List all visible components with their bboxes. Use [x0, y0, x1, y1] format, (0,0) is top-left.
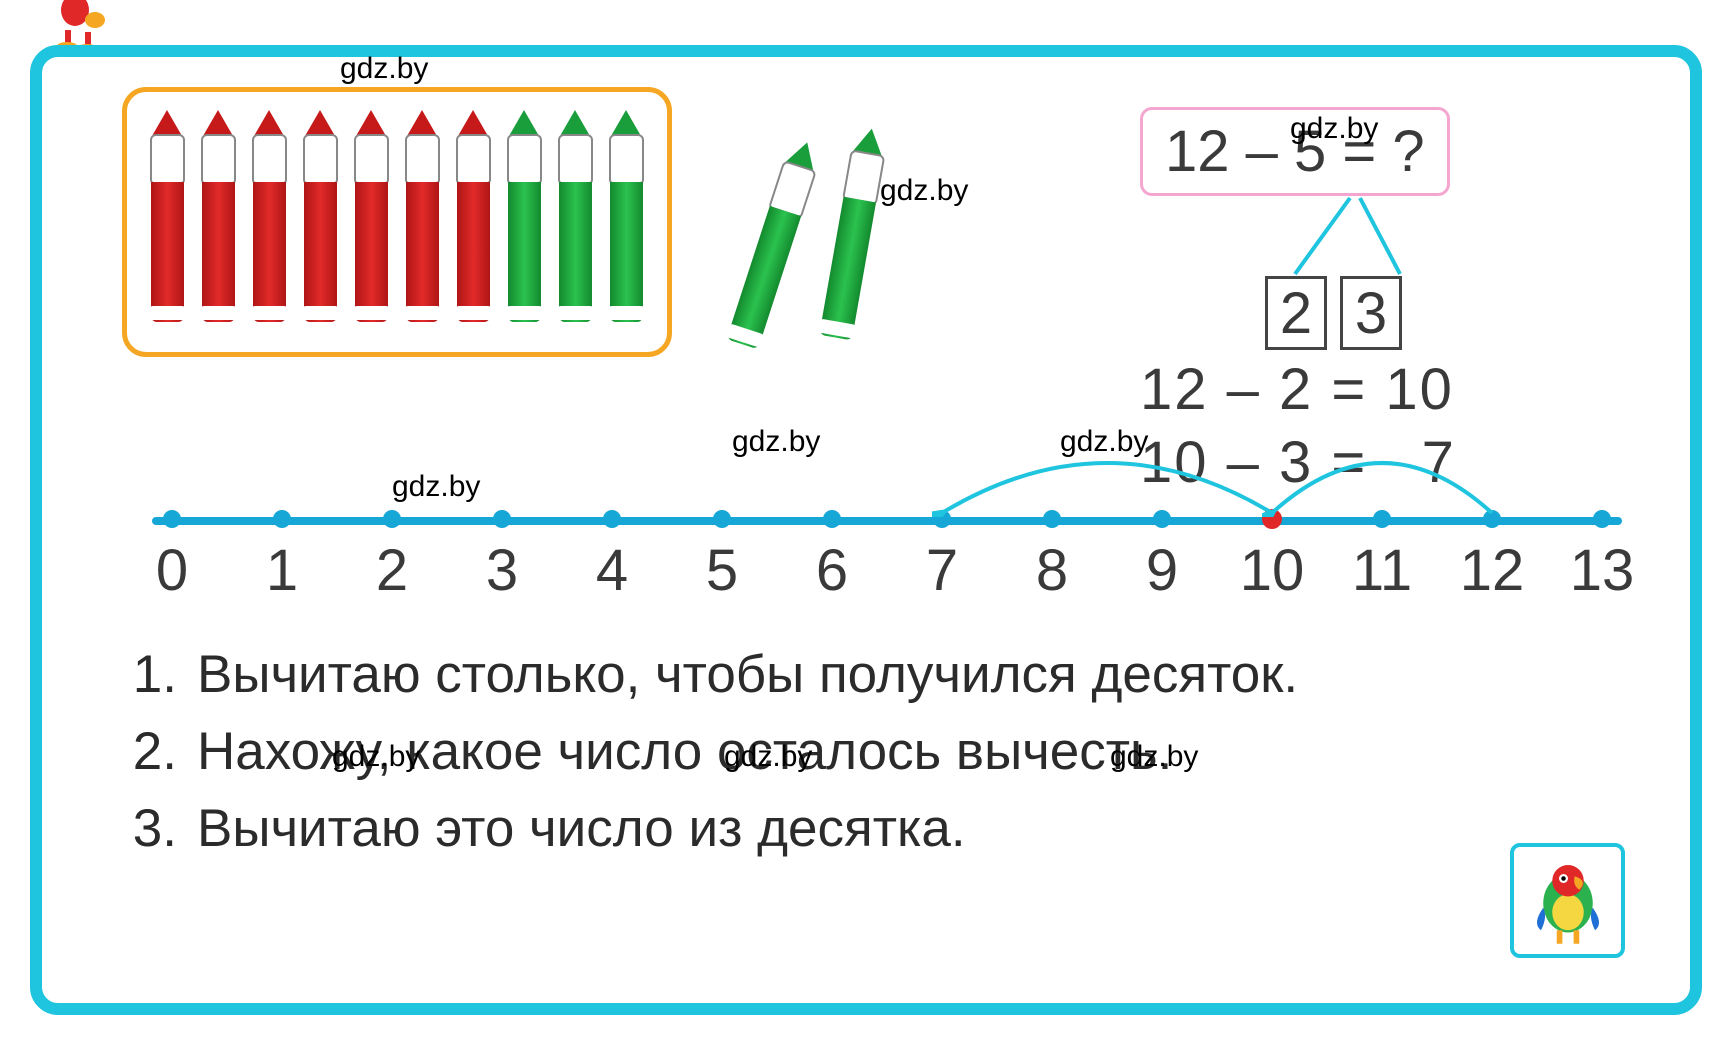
marker-red — [351, 110, 392, 338]
tick-label-8: 8 — [1036, 537, 1068, 604]
tick-0 — [163, 510, 181, 528]
tick-12 — [1483, 510, 1501, 528]
step-row: 3. Вычитаю это число из десятка. — [132, 791, 1640, 868]
marker-red — [147, 110, 188, 338]
tick-label-6: 6 — [816, 537, 848, 604]
tick-label-0: 0 — [156, 537, 188, 604]
tick-7 — [933, 510, 951, 528]
tick-2 — [383, 510, 401, 528]
tick-3 — [493, 510, 511, 528]
marker-green — [813, 125, 893, 357]
step-text: Вычитаю столько, чтобы получился десяток… — [197, 637, 1298, 714]
tick-label-9: 9 — [1146, 537, 1178, 604]
step-number: 2. — [132, 714, 177, 791]
decomposition: 2 3 — [1290, 206, 1560, 346]
corner-badge — [1510, 843, 1625, 958]
marker-red — [453, 110, 494, 338]
decomp-part-2: 3 — [1340, 276, 1402, 350]
tick-label-4: 4 — [596, 537, 628, 604]
decomp-lines — [1240, 196, 1460, 286]
step-row: 1. Вычитаю столько, чтобы получился деся… — [132, 637, 1640, 714]
tick-label-10: 10 — [1240, 537, 1305, 604]
decomp-part-1: 2 — [1265, 276, 1327, 350]
parrot-mascot-fragment — [55, 0, 125, 50]
marker-green — [504, 110, 545, 338]
parrot-icon — [1523, 856, 1613, 946]
arc-10-to-7 — [932, 437, 1282, 517]
tick-label-3: 3 — [486, 537, 518, 604]
number-line-axis — [152, 517, 1622, 525]
tick-label-7: 7 — [926, 537, 958, 604]
number-line: 0 1 2 3 4 5 6 7 8 9 10 11 12 13 — [152, 437, 1622, 597]
tick-13 — [1593, 510, 1611, 528]
tick-label-1: 1 — [266, 537, 298, 604]
marker-red — [198, 110, 239, 338]
steps-list: 1. Вычитаю столько, чтобы получился деся… — [132, 637, 1640, 868]
step-number: 1. — [132, 637, 177, 714]
tick-label-13: 13 — [1570, 537, 1635, 604]
marker-red — [300, 110, 341, 338]
tick-label-5: 5 — [706, 537, 738, 604]
step-row: 2. Нахожу, какое число осталось вычесть. — [132, 714, 1640, 791]
tick-label-12: 12 — [1460, 537, 1525, 604]
markers-box — [122, 87, 672, 357]
tick-9 — [1153, 510, 1171, 528]
lesson-panel: 12 – 5 = ? 2 3 12 – 2 = 10 10 – 3 = 7 0 … — [30, 45, 1702, 1015]
tick-8 — [1043, 510, 1061, 528]
marker-red — [402, 110, 443, 338]
marker-green — [606, 110, 647, 338]
loose-markers — [732, 127, 932, 377]
top-row: 12 – 5 = ? 2 3 12 – 2 = 10 10 – 3 = 7 — [122, 87, 1640, 377]
tick-6 — [823, 510, 841, 528]
step-text: Вычитаю это число из десятка. — [197, 791, 966, 868]
marker-red — [249, 110, 290, 338]
marker-green — [555, 110, 596, 338]
tick-label-2: 2 — [376, 537, 408, 604]
tick-4 — [603, 510, 621, 528]
step-number: 3. — [132, 791, 177, 868]
tick-1 — [273, 510, 291, 528]
tick-10 — [1262, 509, 1282, 529]
arc-12-to-10 — [1262, 437, 1502, 517]
marker-green — [718, 136, 827, 366]
tick-label-11: 11 — [1352, 537, 1412, 604]
step-text: Нахожу, какое число осталось вычесть. — [197, 714, 1172, 791]
tick-5 — [713, 510, 731, 528]
main-equation: 12 – 5 = ? — [1140, 107, 1450, 196]
tick-11 — [1373, 510, 1391, 528]
